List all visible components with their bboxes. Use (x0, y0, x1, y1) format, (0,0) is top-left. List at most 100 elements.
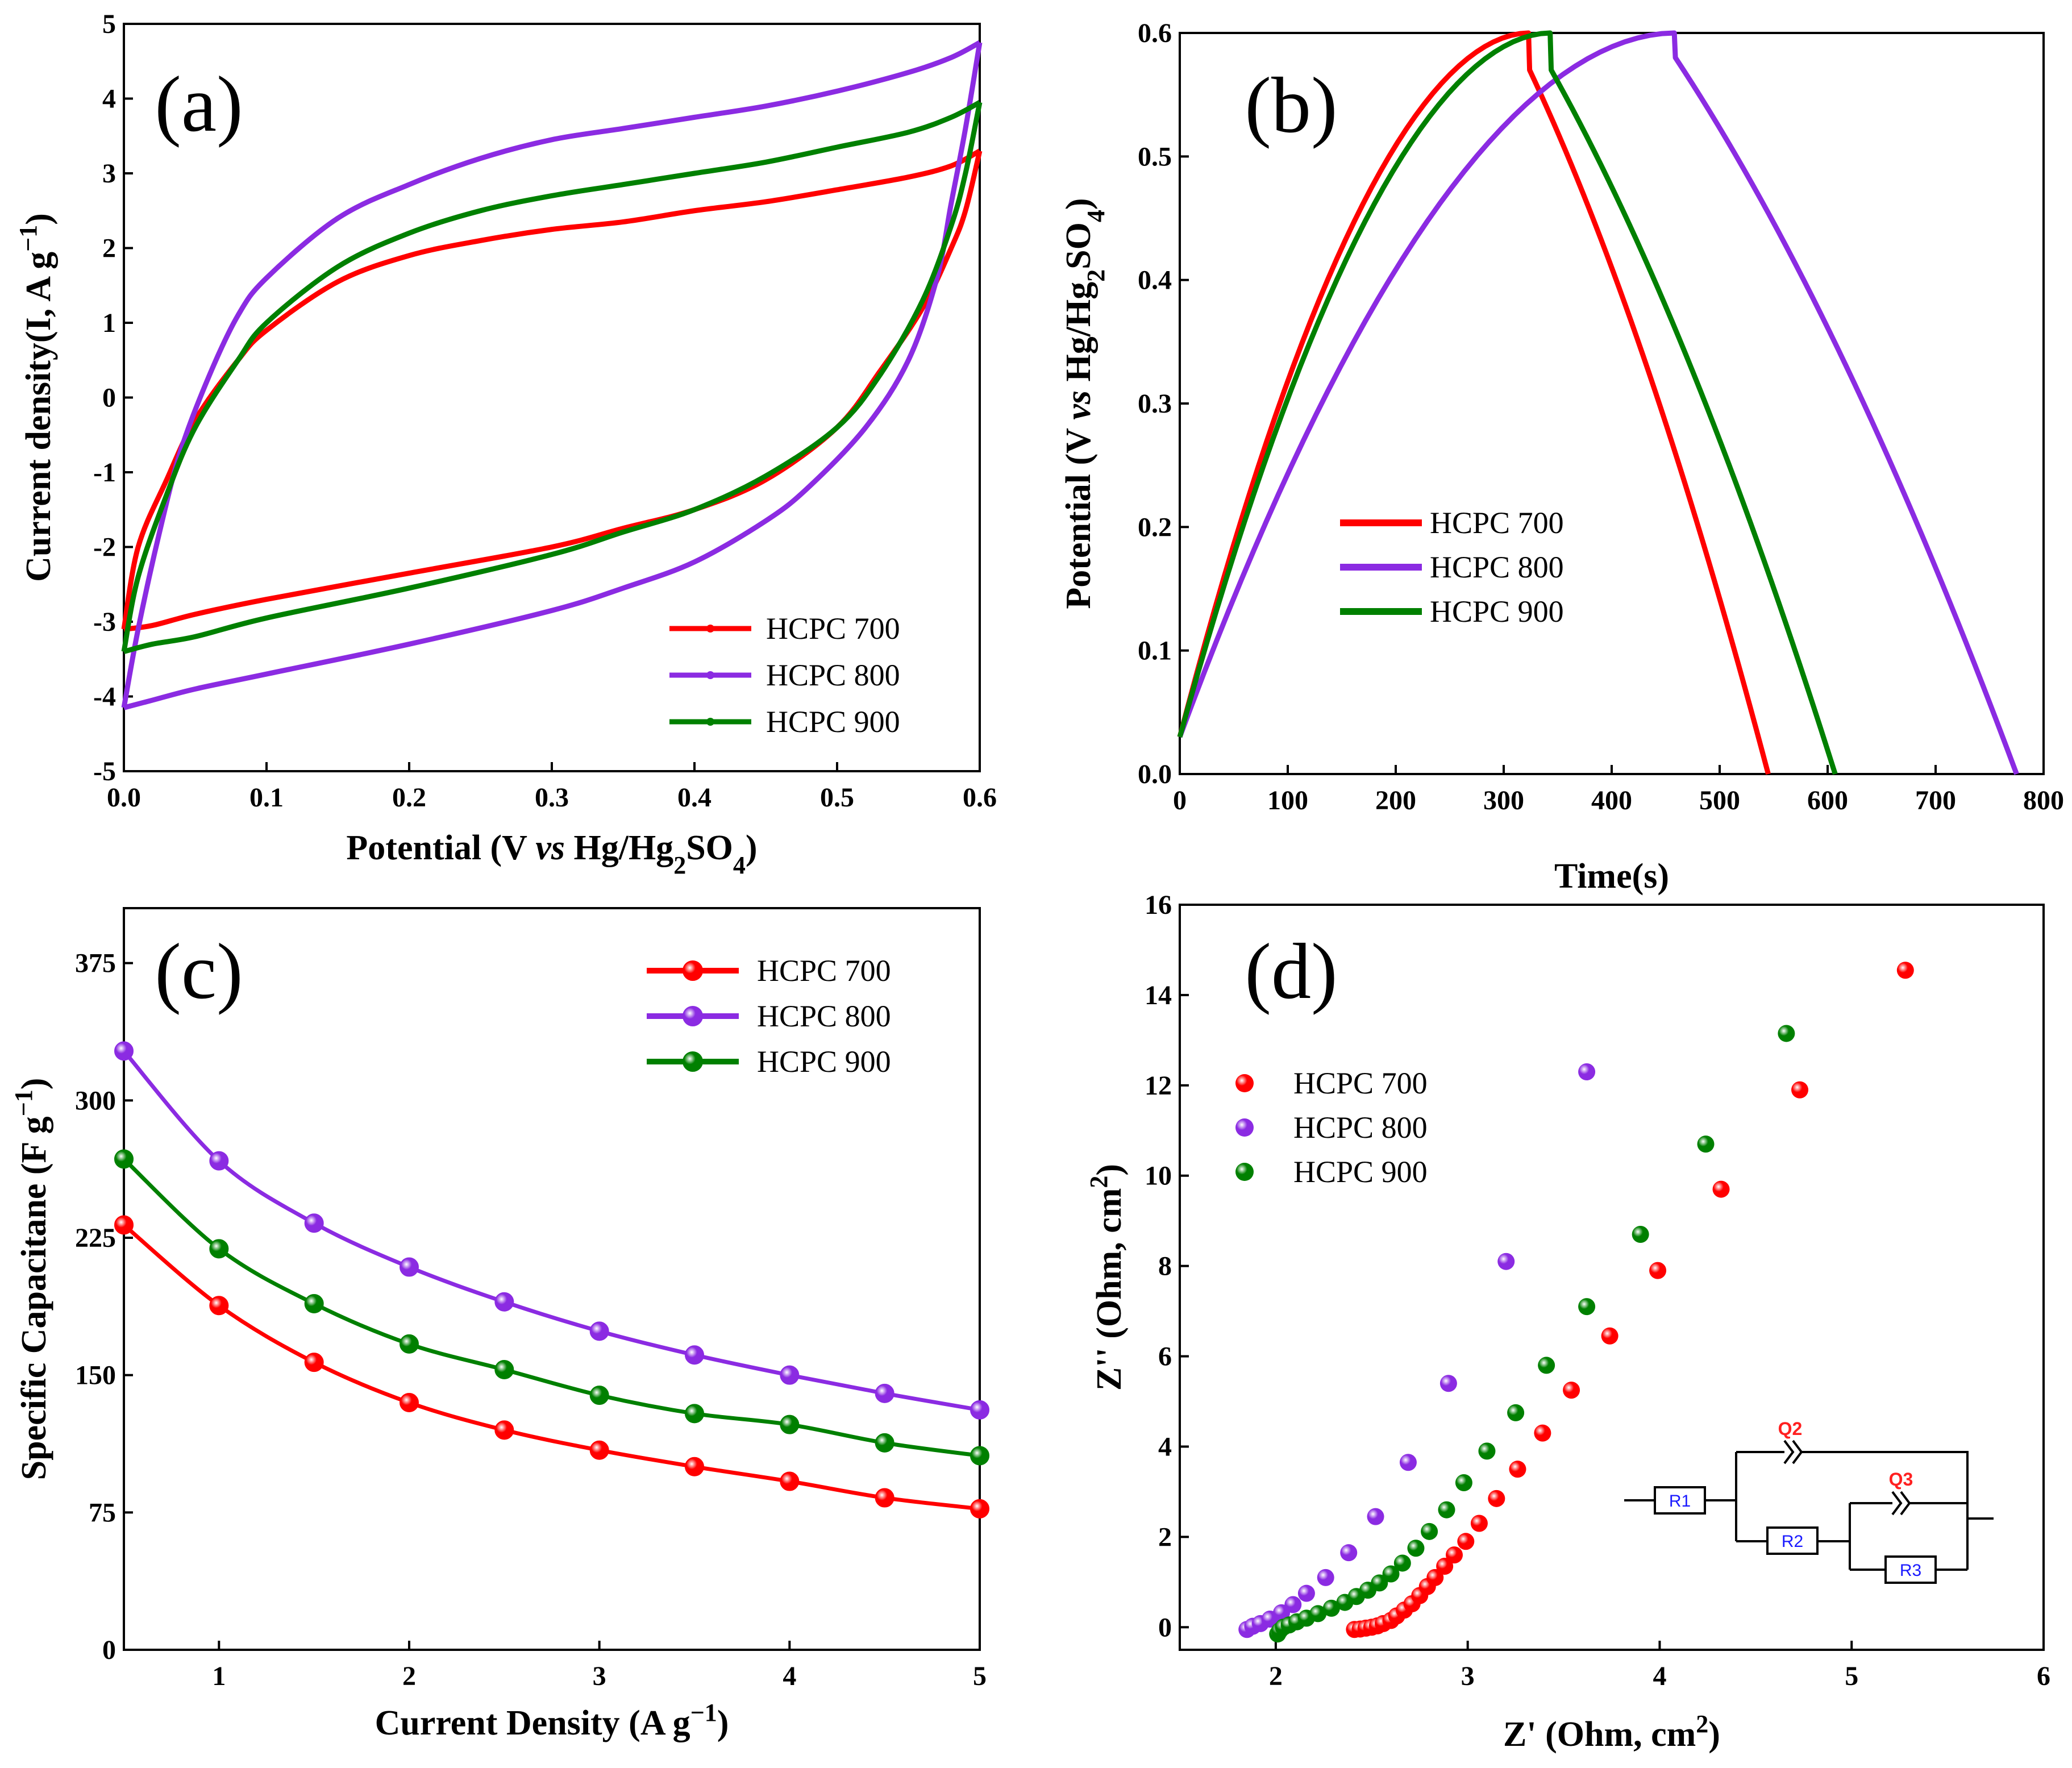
nyquist-point (1507, 1404, 1525, 1421)
legend-label: HCPC 700 (757, 954, 891, 988)
nyquist-point (1393, 1554, 1411, 1572)
capacitance-point (209, 1239, 229, 1259)
r2-label: R2 (1782, 1532, 1803, 1551)
y-axis-label: Specific Capacitane (F g−1) (10, 1078, 54, 1480)
nyquist-point (1697, 1135, 1715, 1153)
capacitance-point (494, 1420, 514, 1440)
capacitance-point (589, 1321, 609, 1341)
y-axis-label-part: vs (1059, 390, 1098, 420)
x-axis-label-part: ) (717, 1704, 729, 1742)
nyquist-point (1455, 1474, 1472, 1492)
legend-marker (706, 718, 714, 726)
y-axis-label-part: −1 (10, 1089, 38, 1116)
cpe-q3 (1891, 1491, 1903, 1516)
x-axis-label-part: 4 (733, 851, 746, 879)
y-tick-label: -1 (93, 457, 116, 488)
panel-label: (d) (1245, 927, 1337, 1016)
legend-marker (683, 960, 703, 981)
nyquist-point (1407, 1540, 1425, 1557)
y-tick-label: -2 (93, 533, 116, 563)
x-tick-label: 400 (1591, 785, 1632, 816)
legend-label: HCPC 900 (757, 1045, 891, 1079)
nyquist-point (1297, 1584, 1315, 1602)
x-tick-label: 300 (1483, 785, 1524, 816)
y-axis-label-part: ) (19, 213, 58, 225)
x-axis-label: Time(s) (1554, 857, 1669, 896)
capacitance-point (114, 1149, 134, 1169)
capacitance-point (209, 1151, 229, 1171)
y-tick-label: 4 (1158, 1432, 1172, 1462)
legend-marker (1235, 1163, 1254, 1181)
x-axis-label-part: Hg/Hg (565, 829, 673, 867)
legend-label: HCPC 700 (1430, 506, 1564, 540)
x-tick-label: 2 (402, 1661, 416, 1691)
x-axis-label-part: Current Density (A g (375, 1704, 690, 1742)
cpe-q2 (1783, 1440, 1795, 1465)
capacitance-line-hcpc-900 (122, 1157, 980, 1458)
x-tick-label: 0.1 (249, 783, 284, 813)
equivalent-circuit: R1 Q2 R2 Q3 R3 (1624, 1418, 1994, 1584)
nyquist-point (1470, 1515, 1488, 1532)
q3-label: Q3 (1889, 1469, 1913, 1490)
nyquist-point (1284, 1596, 1302, 1613)
y-axis-label-part: 2 (1085, 1176, 1113, 1188)
y-axis-label-part: Specific Capacitane (F g (15, 1116, 53, 1480)
y-tick-label: 0.6 (1138, 18, 1172, 48)
legend-marker (683, 1051, 703, 1072)
x-axis-label-part: −1 (690, 1699, 717, 1727)
x-tick-label: 3 (1461, 1661, 1475, 1691)
capacitance-point (494, 1360, 514, 1379)
y-tick-label: 10 (1145, 1161, 1172, 1191)
capacitance-point (209, 1296, 229, 1316)
y-tick-label: -4 (93, 682, 116, 712)
nyquist-point (1421, 1522, 1438, 1540)
y-axis-label-part: 2 (1082, 269, 1110, 282)
y-tick-label: -5 (93, 756, 116, 787)
y-axis-label-part: ) (1059, 198, 1098, 210)
x-axis-label-part: 2 (673, 851, 686, 879)
nyquist-point (1712, 1180, 1730, 1198)
x-tick-label: 0.6 (963, 783, 997, 813)
x-tick-label: 0 (1173, 785, 1187, 816)
nyquist-point (1497, 1253, 1515, 1270)
y-tick-label: 5 (102, 9, 116, 39)
y-axis-label-part: Current density(I, A g (19, 252, 58, 582)
nyquist-point (1399, 1454, 1417, 1471)
x-tick-label: 0.0 (107, 783, 141, 813)
y-tick-label: 14 (1145, 980, 1172, 1010)
y-tick-label: 8 (1158, 1251, 1172, 1282)
nyquist-point (1509, 1461, 1526, 1478)
legend-label: HCPC 800 (1430, 550, 1564, 584)
capacitance-line-hcpc-700 (122, 1223, 980, 1511)
y-tick-label: 2 (1158, 1522, 1172, 1552)
x-tick-label: 6 (2037, 1661, 2050, 1691)
nyquist-point (1438, 1501, 1455, 1519)
y-tick-label: -3 (93, 607, 116, 637)
y-axis-label: Potential (V vs Hg/Hg2SO4) (1059, 198, 1110, 609)
legend-label: HCPC 800 (757, 999, 891, 1033)
nyquist-point (1446, 1546, 1463, 1564)
legend-marker (1235, 1118, 1254, 1137)
capacitance-point (400, 1334, 419, 1354)
nyquist-point (1488, 1490, 1505, 1507)
nyquist-point (1322, 1599, 1340, 1617)
nyquist-point (1340, 1544, 1358, 1562)
capacitance-point (780, 1415, 800, 1434)
y-axis-label-part: 4 (1082, 210, 1110, 222)
nyquist-point (1538, 1357, 1555, 1374)
x-tick-label: 1 (212, 1661, 226, 1691)
gcd-curve-hcpc-800 (1177, 30, 2019, 775)
nyquist-point (1436, 1558, 1454, 1575)
y-tick-label: 300 (75, 1085, 116, 1116)
capacitance-point (970, 1400, 989, 1420)
legend-marker (706, 625, 714, 633)
x-tick-label: 0.2 (392, 783, 426, 813)
nyquist-point (1896, 962, 1914, 979)
y-tick-label: 0.5 (1138, 142, 1172, 172)
panel-label: (c) (155, 927, 243, 1016)
legend-label: HCPC 900 (1293, 1155, 1428, 1189)
legend-label: HCPC 700 (1293, 1066, 1428, 1100)
nyquist-point (1534, 1424, 1551, 1442)
nyquist-point (1439, 1375, 1457, 1392)
x-axis-label-part: ) (746, 829, 758, 867)
